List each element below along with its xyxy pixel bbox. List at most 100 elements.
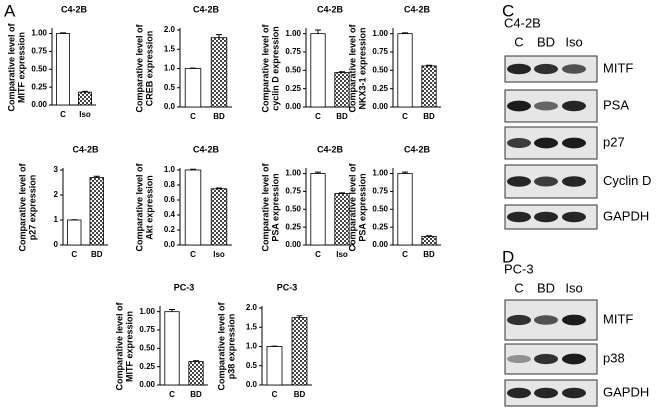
blot-row-label: MITF (603, 60, 633, 75)
y-tick-label: 0.50 (285, 204, 301, 213)
error-bar (296, 315, 303, 318)
y-axis-label: Comparative level of (17, 162, 27, 251)
blot-band (507, 63, 531, 75)
blot-band (507, 138, 531, 148)
y-axis-label: p38 expression (226, 314, 236, 380)
bar (210, 188, 228, 246)
x-tick-label: BD (91, 250, 103, 259)
error-bar (402, 171, 408, 174)
blot-band (507, 211, 531, 223)
blot-band (562, 387, 586, 399)
blot-band (562, 211, 586, 223)
y-axis-label: MITF expression (124, 311, 134, 382)
bar (310, 173, 326, 246)
y-axis-label: PSA expression (357, 173, 367, 241)
error-bar (339, 71, 345, 73)
y-tick-label: 0.8 (164, 180, 176, 189)
blot-band (534, 63, 558, 75)
blot-band (534, 387, 558, 399)
y-tick-label: 1 (54, 215, 59, 224)
y-tick-label: 1.5 (246, 322, 258, 331)
error-bar (193, 360, 199, 362)
blot-band (562, 314, 586, 326)
y-tick-label: 0.50 (285, 65, 301, 74)
y-tick-label: 2.0 (164, 25, 176, 34)
lane-label: Iso (565, 34, 582, 49)
y-tick-label: 1.0 (246, 342, 258, 351)
blot-row-label: GAPDH (603, 384, 649, 399)
y-tick-label: 2.0 (246, 303, 258, 312)
y-tick-label: 0.00 (139, 380, 155, 389)
blot-row-label: GAPDH (603, 208, 649, 223)
blot-title: PC-3 (504, 261, 534, 276)
blot-band (534, 315, 558, 325)
bar (78, 91, 93, 106)
chart-title: C4-2B (61, 4, 88, 14)
chart-title: C4-2B (193, 144, 220, 154)
x-tick-label: C (272, 390, 278, 399)
error-bar (315, 29, 321, 34)
chart-title: PC-3 (277, 282, 298, 292)
lane-label: Iso (565, 280, 582, 295)
y-axis-label: Comparative level of (216, 301, 226, 390)
y-axis-label: Akt expression (144, 175, 154, 240)
error-bar (402, 32, 408, 34)
error-bar (82, 90, 88, 93)
chart-title: C4-2B (72, 144, 99, 154)
y-tick-label: 0.2 (164, 225, 176, 234)
lane-label: C (514, 280, 523, 295)
panel-label: C (502, 1, 514, 20)
y-tick-label: 0.50 (372, 65, 388, 74)
bar (421, 65, 437, 108)
x-tick-label: C (190, 112, 196, 121)
error-bar (216, 187, 222, 189)
y-axis-label: CREB expression (144, 31, 154, 107)
chart-title: PC-3 (174, 282, 195, 292)
bar (56, 33, 71, 106)
x-tick-label: BD (423, 112, 435, 121)
bar (164, 311, 180, 386)
y-tick-label: 0.75 (31, 47, 47, 56)
error-bar (216, 34, 222, 38)
y-tick-label: 1.00 (372, 169, 388, 178)
y-axis-label: NKX3-1 expression (357, 27, 367, 109)
y-tick-label: 0.75 (285, 187, 301, 196)
blot-row-label: PSA (603, 97, 629, 112)
y-tick-label: 0.25 (285, 84, 301, 93)
bar (184, 68, 202, 108)
bar (67, 219, 82, 246)
error-bar (339, 192, 345, 194)
x-tick-label: Iso (336, 250, 348, 259)
y-tick-label: 0.6 (164, 195, 176, 204)
x-tick-label: C (60, 110, 66, 119)
blot-row-label: p27 (603, 134, 625, 149)
y-tick-label: 0.0 (246, 380, 258, 389)
blot-band (562, 64, 586, 74)
blot-band (562, 100, 586, 112)
blot-band (507, 355, 531, 363)
panel-label: A (4, 1, 16, 20)
bar (184, 169, 202, 246)
bar (89, 177, 104, 246)
error-bar (315, 171, 321, 174)
error-bar (93, 175, 100, 178)
y-tick-label: 0.50 (139, 343, 155, 352)
blot-title: C4-2B (504, 15, 541, 30)
blot-band (507, 176, 531, 187)
bar (188, 361, 204, 386)
bar (210, 37, 228, 108)
x-tick-label: BD (294, 390, 306, 399)
bar (397, 33, 413, 108)
error-bar (190, 168, 196, 170)
chart-title: C4-2B (317, 144, 344, 154)
bar (421, 236, 437, 246)
x-tick-label: BD (336, 112, 348, 121)
blot-band (507, 100, 531, 112)
y-axis-label: Comparative level of (347, 23, 357, 112)
error-bar (60, 32, 66, 34)
blot-band (534, 176, 558, 187)
blot-band (534, 211, 558, 223)
y-tick-label: 0.50 (372, 204, 388, 213)
x-tick-label: BD (190, 390, 202, 399)
y-tick-label: 0.00 (31, 100, 47, 109)
